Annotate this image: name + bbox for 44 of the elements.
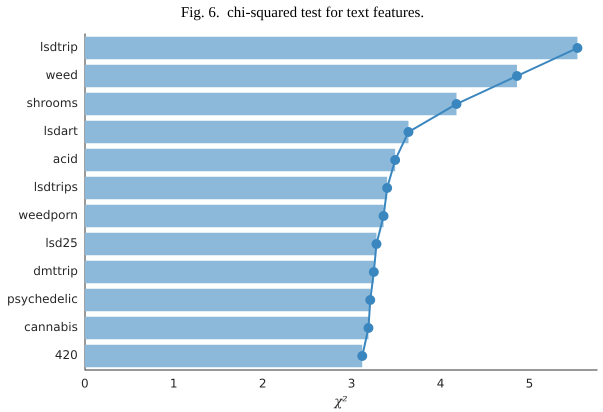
point [363, 323, 374, 333]
y-tick-label: cannabis [24, 320, 78, 334]
point [378, 211, 389, 221]
y-tick-label: shrooms [26, 96, 78, 110]
point [365, 295, 376, 305]
bar [84, 36, 578, 60]
bar [84, 316, 368, 340]
y-tick-label: lsdtrips [34, 180, 78, 194]
point [368, 267, 379, 277]
point [382, 183, 392, 193]
bar [84, 232, 376, 256]
y-tick-label: weedporn [18, 208, 78, 222]
x-axis-title: χ² [333, 394, 348, 410]
bar [84, 204, 384, 228]
point [357, 351, 368, 361]
y-tick-label: dmttrip [33, 264, 78, 278]
y-tick-label: weed [46, 68, 78, 82]
point [371, 239, 382, 249]
x-tick-label: 3 [348, 376, 356, 390]
x-tick-label: 2 [258, 376, 266, 390]
y-tick-label: acid [52, 152, 78, 166]
chart-title: Fig. 6. chi-squared test for text features. [180, 4, 424, 21]
bar [84, 120, 408, 144]
bar [84, 260, 374, 284]
bar [84, 344, 362, 368]
point [452, 99, 462, 109]
bar [84, 148, 396, 172]
x-tick-label: 5 [526, 376, 534, 390]
bar [84, 176, 388, 200]
y-tick-label: lsd25 [45, 236, 78, 250]
point [572, 43, 582, 53]
x-tick-label: 1 [170, 376, 178, 390]
point [390, 155, 400, 165]
y-tick-label: lsdtrip [40, 40, 78, 54]
bar [84, 288, 370, 312]
x-tick-label: 0 [81, 376, 89, 390]
y-tick-label: psychedelic [6, 292, 78, 306]
x-tick-label: 4 [436, 376, 444, 390]
point [512, 71, 522, 81]
y-tick-label: lsdart [44, 124, 78, 138]
bar [84, 64, 517, 88]
bar [84, 92, 457, 116]
y-tick-label: 420 [54, 348, 78, 362]
point [403, 127, 414, 137]
